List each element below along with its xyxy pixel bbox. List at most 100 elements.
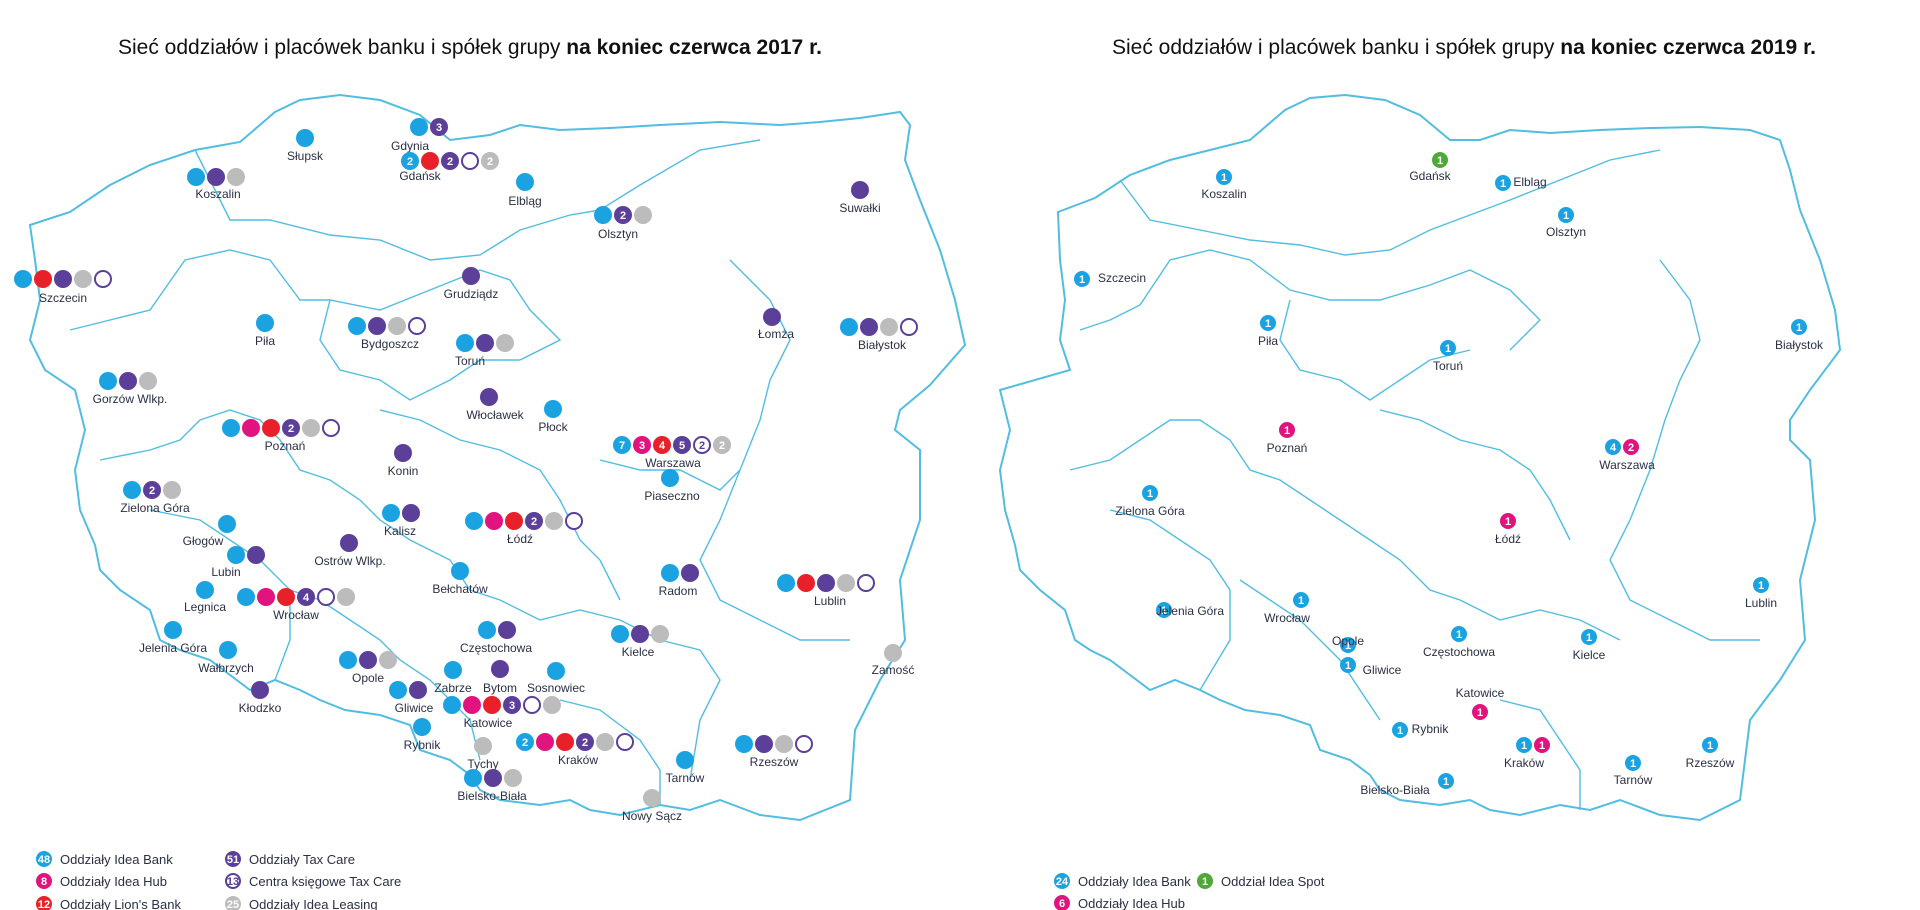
svg-text:1: 1 [1437,155,1443,167]
city-kielce: Kielce [611,625,669,659]
title-2017-prefix: Sieć oddziałów i placówek banku i spółek… [118,36,567,59]
marker-koszalin-bank-0 [187,168,205,186]
city-label-elblag: Elbląg [1513,175,1546,189]
marker-plock-bank-0 [544,400,562,418]
marker-opole-tax-1 [359,651,377,669]
city-tarnow: Tarnów [666,751,705,785]
svg-text:4: 4 [303,592,310,604]
svg-text:2: 2 [699,440,705,452]
marker-lodz-leasing-4 [545,512,563,530]
marker-lublin-tax-2 [817,574,835,592]
city-label-wroclaw: Wrocław [1264,611,1310,625]
legend-item-bank: 48 Oddziały Idea Bank [36,851,173,867]
marker-gdansk-spot-0: 1 [1432,152,1448,168]
city-lubin: Lubin [211,546,265,579]
legend-2017: 48 Oddziały Idea Bank 8 Oddziały Idea Hub 12… [36,851,401,910]
marker-torun-leasing-2 [496,334,514,352]
legend-2019: 24 Oddziały Idea Bank 1 Oddział Idea Spot 6 O… [1054,873,1325,910]
city-label-katowice: Katowice [1456,686,1505,700]
city-label-warszawa: Warszawa [645,456,701,470]
marker-koszalin-bank-0: 1 [1216,169,1232,185]
marker-lodz-centre-5 [565,512,583,530]
city-torun: Toruń [455,334,514,368]
marker-legend-spot-1: 1 [1197,873,1213,889]
marker-klodzko-tax-0 [251,681,269,699]
marker-szczecin-bank-0 [14,270,32,288]
svg-text:1: 1 [1586,632,1592,644]
city-label-pila: Piła [1258,334,1278,348]
marker-opole-bank-0 [339,651,357,669]
marker-lublin-bank-0 [777,574,795,592]
city-wroclaw: 4 Wrocław [237,588,355,622]
marker-lodz-hub-0: 1 [1500,513,1516,529]
city-label-krakow: Kraków [558,753,598,767]
marker-konin-tax-0 [394,444,412,462]
legend-item-bank: 24 Oddziały Idea Bank [1054,873,1191,889]
city-sosnowiec: Sosnowiec [527,662,585,695]
city-label-bytom: Bytom [483,681,517,695]
city-bytom: Bytom [483,660,517,695]
marker-poznan-leasing-4 [302,419,320,437]
marker-wroclaw-bank-0 [237,588,255,606]
svg-text:2: 2 [149,485,155,497]
city-label-elblag: Elbląg [508,194,541,208]
marker-zielona-gora-bank-0 [123,481,141,499]
city-label-katowice: Katowice [464,716,513,730]
city-koszalin: Koszalin [187,168,245,201]
city-gliwice: 1 Gliwice [1340,657,1402,677]
city-label-kielce: Kielce [1573,648,1606,662]
svg-text:3: 3 [436,122,442,134]
marker-bielsko-biala-tax-1 [484,769,502,787]
marker-bydgoszcz-centre-3 [408,317,426,335]
svg-text:1: 1 [1284,425,1290,437]
marker-lublin-lions-1 [797,574,815,592]
marker-warszawa-centre-4: 2 [693,436,711,454]
marker-wroclaw-leasing-5 [337,588,355,606]
marker-poznan-hub-0: 1 [1279,422,1295,438]
marker-legend-hub-1: 8 [36,873,52,889]
marker-warszawa-leasing-5: 2 [713,436,731,454]
marker-zielona-gora-tax-1: 2 [143,481,161,499]
svg-text:1: 1 [1079,274,1085,286]
marker-bialystok-bank-0: 1 [1791,319,1807,335]
marker-rybnik-bank-0: 1 [1392,722,1408,738]
city-warszawa: 4 2 Warszawa [1599,439,1655,472]
marker-rybnik-bank-0 [413,718,431,736]
marker-czestochowa-bank-0 [478,621,496,639]
city-label-tarnow: Tarnów [666,771,705,785]
city-label-olsztyn: Olsztyn [598,227,638,241]
legend-label-leasing: Oddziały Idea Leasing [249,897,378,910]
legend-label-spot: Oddział Idea Spot [1221,874,1325,889]
city-gdynia: 3 Gdynia [391,118,448,153]
marker-katowice-tax-3: 3 [503,696,521,714]
svg-text:1: 1 [1630,758,1636,770]
marker-szczecin-tax-2 [54,270,72,288]
marker-gliwice-bank-0: 1 [1340,657,1356,673]
marker-bielsko-biala-leasing-2 [504,769,522,787]
svg-text:3: 3 [639,440,645,452]
svg-text:2: 2 [531,516,537,528]
city-label-koszalin: Koszalin [1201,187,1246,201]
marker-bytom-tax-0 [491,660,509,678]
svg-text:5: 5 [679,440,685,452]
city-label-radom: Radom [659,584,698,598]
legend-label-tax: Oddziały Tax Care [249,852,355,867]
marker-gorzow-wlkp-leasing-2 [139,372,157,390]
city-szczecin: Szczecin [14,270,112,305]
marker-jelenia-gora-bank-0: 1 [1156,602,1172,618]
marker-gdansk-centre-3 [461,152,479,170]
svg-text:2: 2 [288,423,294,435]
city-label-krakow: Kraków [1504,756,1544,770]
city-slupsk: Słupsk [287,129,324,163]
city-walbrzych: Wałbrzych [198,641,254,675]
marker-katowice-hub-1 [463,696,481,714]
city-grudziadz: Grudziądz [444,267,498,301]
marker-gdynia-bank-0 [410,118,428,136]
svg-text:13: 13 [227,876,239,888]
marker-gdynia-tax-1: 3 [430,118,448,136]
marker-sosnowiec-bank-0 [547,662,565,680]
marker-legend-centre-4: 13 [225,873,241,889]
marker-torun-tax-1 [476,334,494,352]
marker-tarnow-bank-0: 1 [1625,755,1641,771]
